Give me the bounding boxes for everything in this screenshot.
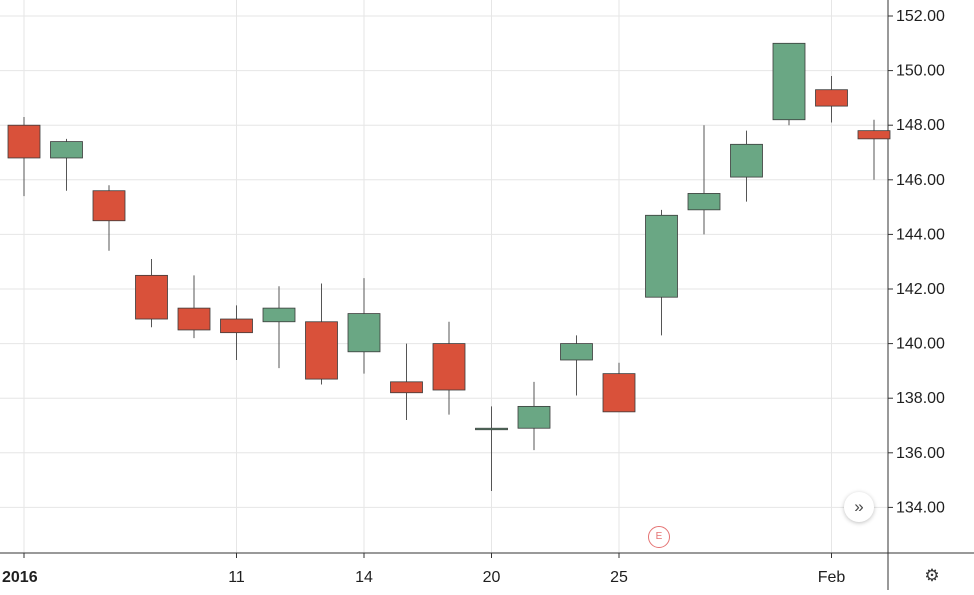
x-tick-label: 25 bbox=[610, 569, 628, 586]
earnings-event-marker[interactable]: E bbox=[648, 526, 670, 548]
candle-body[interactable] bbox=[772, 42, 806, 121]
x-tick-label: 14 bbox=[355, 569, 373, 586]
candle-body[interactable] bbox=[560, 343, 593, 361]
y-tick-label: 146.00 bbox=[896, 172, 945, 189]
candle-body[interactable] bbox=[50, 141, 83, 159]
x-tick-label: Feb bbox=[818, 569, 846, 586]
candle-body[interactable] bbox=[815, 89, 848, 107]
candle-body[interactable] bbox=[517, 405, 551, 429]
candle-body[interactable] bbox=[432, 343, 466, 391]
double-chevron-right-icon: » bbox=[854, 497, 864, 516]
x-tick-label: 20 bbox=[483, 569, 501, 586]
settings-button[interactable]: ⚙ bbox=[920, 564, 944, 588]
y-tick-label: 152.00 bbox=[896, 8, 945, 25]
candle-body[interactable] bbox=[305, 321, 338, 380]
y-tick-label: 136.00 bbox=[896, 445, 945, 462]
candle-body[interactable] bbox=[177, 307, 211, 331]
gear-icon: ⚙ bbox=[924, 566, 940, 585]
candle-body[interactable] bbox=[602, 373, 636, 413]
x-tick-label: 2016 bbox=[2, 569, 38, 586]
candle-body[interactable] bbox=[92, 190, 126, 222]
y-tick-label: 144.00 bbox=[896, 226, 945, 243]
candle-body[interactable] bbox=[475, 427, 508, 431]
candle-body[interactable] bbox=[687, 193, 721, 211]
scroll-to-realtime-button[interactable]: » bbox=[844, 492, 874, 522]
candle-body[interactable] bbox=[730, 143, 763, 178]
y-tick-label: 142.00 bbox=[896, 281, 945, 298]
candle-body[interactable] bbox=[645, 214, 678, 298]
candle-body[interactable] bbox=[220, 318, 253, 334]
y-tick-label: 134.00 bbox=[896, 499, 945, 516]
candle-body[interactable] bbox=[135, 274, 168, 320]
candle-body[interactable] bbox=[262, 307, 296, 323]
y-tick-label: 150.00 bbox=[896, 63, 945, 80]
y-tick-label: 148.00 bbox=[896, 117, 945, 134]
candle-body[interactable] bbox=[857, 130, 891, 140]
x-tick-label: 11 bbox=[228, 569, 245, 586]
y-tick-label: 138.00 bbox=[896, 390, 945, 407]
y-tick-label: 140.00 bbox=[896, 336, 945, 353]
candle-body[interactable] bbox=[347, 313, 381, 353]
candle-body[interactable] bbox=[7, 124, 41, 159]
candle-body[interactable] bbox=[390, 381, 423, 394]
